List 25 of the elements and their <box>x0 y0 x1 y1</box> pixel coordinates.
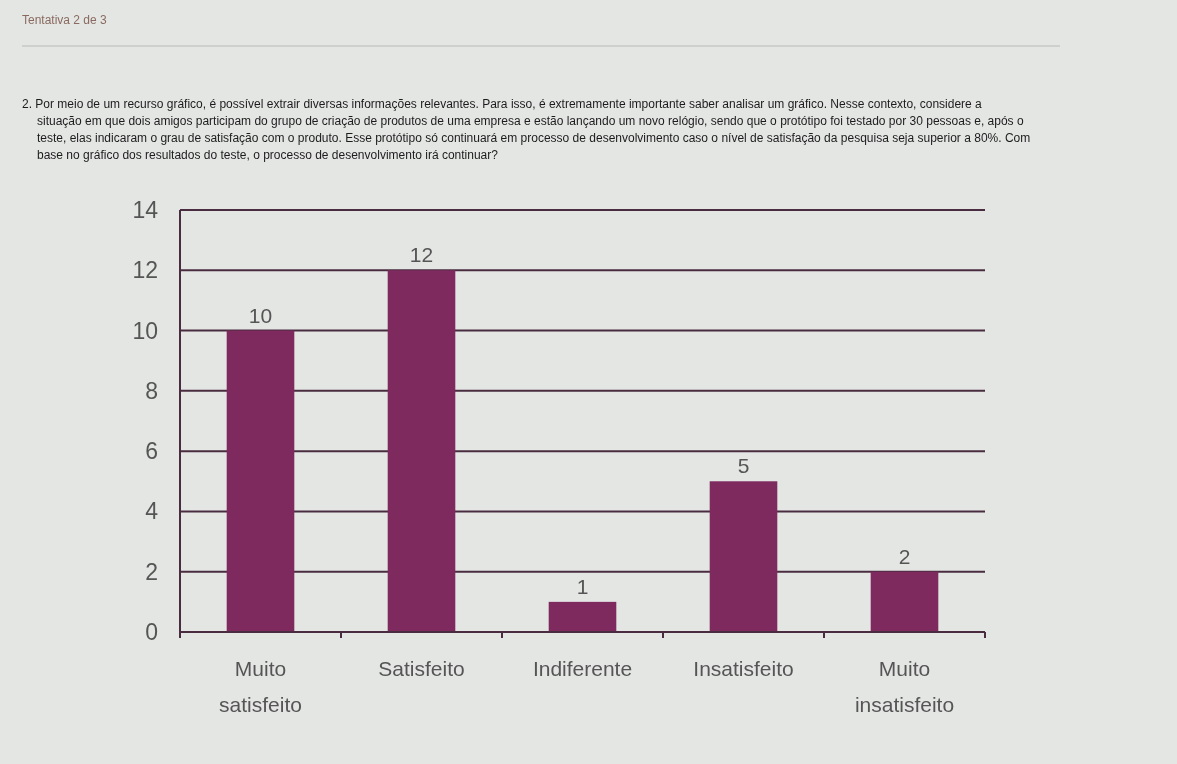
x-tick-label: Muito satisfeito <box>219 657 302 716</box>
bar <box>387 270 456 632</box>
y-tick-label: 12 <box>132 257 158 284</box>
y-tick-label: 6 <box>145 438 158 465</box>
y-tick-label: 10 <box>132 317 158 344</box>
y-tick-label: 2 <box>145 558 158 585</box>
data-label: 5 <box>737 454 750 478</box>
x-tick-label: Muito insatisfeito <box>854 657 955 716</box>
data-label: 10 <box>248 303 273 327</box>
y-tick-label: 4 <box>145 498 159 525</box>
data-label: 2 <box>898 544 911 568</box>
x-tick-label: Insatisfeito <box>693 657 794 680</box>
bar <box>709 481 778 632</box>
data-label: 1 <box>576 574 589 598</box>
x-tick-label: Satisfeito <box>378 657 465 680</box>
bar <box>226 330 295 632</box>
bar <box>870 571 939 632</box>
x-tick-label: Indiferente <box>532 657 633 680</box>
y-tick-label: 8 <box>145 377 158 404</box>
chart-title: 2. Por meio de um recurso gráfico, é possível extrair diversas informações relevantes. Para isso, é extremamente importante saber analisar um gráfico. Nesse contexto, considere a situação em que dois amigos participam do grupo de criação de produtos de uma empresa e estão lançando um novo relógio, sendo que o protótipo foi testado por 30 pessoas e, após o teste, elas indicaram o grau de satisfação com o produto. Esse protótipo só continuará em processo de desenvolvimento caso o nível de satisfação da pesquisa seja superior a 80%. Com base no gráfico dos resultados do teste, o processo de desenvolvimento irá continuar? <box>22 97 1031 162</box>
y-tick-label: 0 <box>145 619 158 646</box>
data-label: 12 <box>409 243 434 267</box>
bar <box>548 601 617 632</box>
y-tick-label: 14 <box>132 197 159 224</box>
text: Tentativa 2 de 3 <box>22 13 108 27</box>
